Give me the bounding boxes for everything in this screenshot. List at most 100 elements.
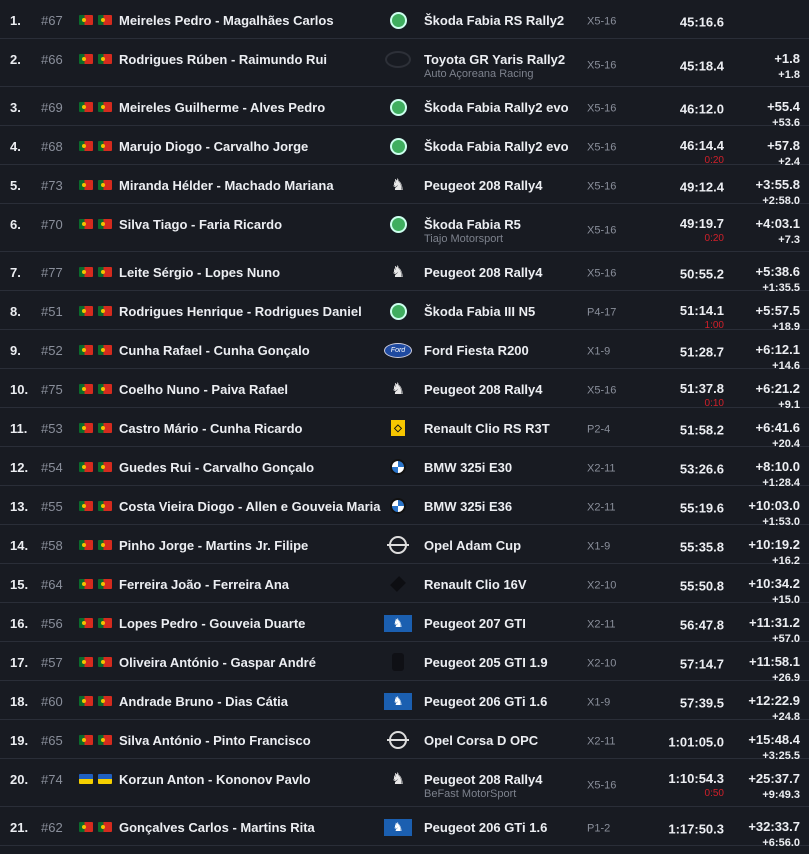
crew-names[interactable]: Meireles Pedro - Magalhães Carlos bbox=[119, 13, 334, 28]
car-model: Peugeot 208 Rally4 bbox=[424, 772, 543, 787]
crew-names[interactable]: Marujo Diogo - Carvalho Jorge bbox=[119, 139, 309, 154]
crew-names[interactable]: Rodrigues Rúben - Raimundo Rui bbox=[119, 52, 327, 67]
crew-names[interactable]: Lopes Pedro - Gouveia Duarte bbox=[119, 616, 306, 631]
position: 17. bbox=[10, 655, 29, 670]
position: 13. bbox=[10, 499, 29, 514]
result-row[interactable]: 21. #62 Gonçalves Carlos - Martins Rita ♞ Pe… bbox=[0, 807, 809, 849]
crew-names[interactable]: Rodrigues Henrique - Rodrigues Daniel bbox=[119, 304, 362, 319]
total-time: 57:14.7 bbox=[679, 656, 724, 672]
result-row[interactable]: 19. #65 Silva António - Pinto Francisco Ope… bbox=[0, 720, 809, 762]
crew-names[interactable]: Silva Tiago - Faria Ricardo bbox=[119, 217, 283, 232]
diff-to-leader: +12:22.9 bbox=[748, 693, 800, 708]
crew-names[interactable]: Ferreira João - Ferreira Ana bbox=[119, 577, 290, 592]
skoda-logo-icon bbox=[384, 10, 412, 30]
diff-to-leader: +55.4 bbox=[767, 99, 800, 114]
flags bbox=[79, 618, 112, 628]
class: X2-11 bbox=[587, 618, 616, 631]
result-row[interactable]: 20. #74 Korzun Anton - Kononov Pavlo ♞ Peuge… bbox=[0, 759, 809, 807]
car-number: #73 bbox=[41, 178, 63, 193]
portugal-flag-icon bbox=[79, 384, 93, 394]
peugeot-box-logo-icon: ♞ bbox=[384, 613, 412, 633]
gap-to-previous: +57.0 bbox=[772, 633, 800, 645]
flags bbox=[79, 180, 112, 190]
position: 9. bbox=[10, 343, 21, 358]
portugal-flag-icon bbox=[79, 345, 93, 355]
portugal-flag-icon bbox=[98, 141, 112, 151]
portugal-flag-icon bbox=[98, 462, 112, 472]
result-row[interactable]: 5. #73 Miranda Hélder - Machado Mariana ♞ Pe… bbox=[0, 165, 809, 207]
position: 16. bbox=[10, 616, 29, 631]
crew-names[interactable]: Miranda Hélder - Machado Mariana bbox=[119, 178, 334, 193]
result-row[interactable]: 17. #57 Oliveira António - Gaspar André Peu… bbox=[0, 642, 809, 684]
crew-names[interactable]: Costa Vieira Diogo - Allen e Gouveia Mar… bbox=[119, 499, 381, 514]
position: 12. bbox=[10, 460, 29, 475]
car-number: #67 bbox=[41, 13, 63, 28]
crew-names[interactable]: Gonçalves Carlos - Martins Rita bbox=[119, 820, 315, 835]
result-row[interactable]: 3. #69 Meireles Guilherme - Alves Pedro Ško… bbox=[0, 87, 809, 129]
class: X1-9 bbox=[587, 696, 611, 709]
result-row[interactable]: 10. #75 Coelho Nuno - Paiva Rafael ♞ Peugeot… bbox=[0, 369, 809, 411]
class: X5-16 bbox=[587, 180, 617, 193]
portugal-flag-icon bbox=[79, 423, 93, 433]
penalty: 0:20 bbox=[704, 233, 724, 244]
flags bbox=[79, 54, 112, 64]
gap-to-previous: +1:35.5 bbox=[762, 282, 800, 294]
result-row[interactable]: 14. #58 Pinho Jorge - Martins Jr. Filipe Op… bbox=[0, 525, 809, 567]
car-number: #58 bbox=[41, 538, 63, 553]
result-row[interactable]: 8. #51 Rodrigues Henrique - Rodrigues Dani… bbox=[0, 291, 809, 333]
result-row[interactable]: 18. #60 Andrade Bruno - Dias Cátia ♞ Peugeot… bbox=[0, 681, 809, 723]
portugal-flag-icon bbox=[98, 735, 112, 745]
class: X5-16 bbox=[587, 58, 617, 71]
class: X5-16 bbox=[587, 223, 617, 236]
car-number: #66 bbox=[41, 52, 63, 67]
result-row[interactable]: 13. #55 Costa Vieira Diogo - Allen e Gouve… bbox=[0, 486, 809, 528]
portugal-flag-icon bbox=[98, 15, 112, 25]
position: 19. bbox=[10, 733, 29, 748]
crew-names[interactable]: Silva António - Pinto Francisco bbox=[119, 733, 311, 748]
portugal-flag-icon bbox=[79, 618, 93, 628]
car-model: BMW 325i E36 bbox=[424, 499, 513, 514]
position: 8. bbox=[10, 304, 21, 319]
position: 1. bbox=[10, 13, 21, 28]
crew-names[interactable]: Oliveira António - Gaspar André bbox=[119, 655, 316, 670]
portugal-flag-icon bbox=[98, 540, 112, 550]
result-row[interactable]: 16. #56 Lopes Pedro - Gouveia Duarte ♞ Peuge… bbox=[0, 603, 809, 645]
result-row[interactable]: 15. #64 Ferreira João - Ferreira Ana Renaul… bbox=[0, 564, 809, 606]
crew-names[interactable]: Leite Sérgio - Lopes Nuno bbox=[119, 265, 281, 280]
crew-names[interactable]: Pinho Jorge - Martins Jr. Filipe bbox=[119, 538, 309, 553]
result-row[interactable]: 2. #66 Rodrigues Rúben - Raimundo Rui Toyot… bbox=[0, 39, 809, 87]
result-row[interactable]: 12. #54 Guedes Rui - Carvalho Gonçalo BMW 3… bbox=[0, 447, 809, 489]
opel-logo-icon bbox=[384, 730, 412, 750]
crew-names[interactable]: Castro Mário - Cunha Ricardo bbox=[119, 421, 303, 436]
total-time: 55:35.8 bbox=[679, 539, 724, 555]
total-time: 46:12.0 bbox=[679, 101, 724, 117]
crew-names[interactable]: Guedes Rui - Carvalho Gonçalo bbox=[119, 460, 315, 475]
total-time: 49:12.4 bbox=[679, 179, 724, 195]
diff-to-leader: +5:57.5 bbox=[755, 303, 800, 318]
penalty: 1:00 bbox=[704, 320, 724, 331]
crew-names[interactable]: Meireles Guilherme - Alves Pedro bbox=[119, 100, 326, 115]
result-row[interactable]: 9. #52 Cunha Rafael - Cunha Gonçalo Ford For… bbox=[0, 330, 809, 372]
result-row[interactable]: 7. #77 Leite Sérgio - Lopes Nuno ♞ Peugeot 2… bbox=[0, 252, 809, 294]
position: 21. bbox=[10, 820, 29, 835]
ukraine-flag-icon bbox=[98, 774, 112, 784]
crew-names[interactable]: Korzun Anton - Kononov Pavlo bbox=[119, 772, 311, 787]
portugal-flag-icon bbox=[79, 15, 93, 25]
class: P2-4 bbox=[587, 423, 611, 436]
diff-to-leader: +10:19.2 bbox=[748, 537, 800, 552]
crew-names[interactable]: Andrade Bruno - Dias Cátia bbox=[119, 694, 289, 709]
portugal-flag-icon bbox=[79, 735, 93, 745]
car-model: Renault Clio RS R3T bbox=[424, 421, 550, 436]
position: 15. bbox=[10, 577, 29, 592]
car-number: #65 bbox=[41, 733, 63, 748]
result-row[interactable]: 11. #53 Castro Mário - Cunha Ricardo ◇ Renau… bbox=[0, 408, 809, 450]
portugal-flag-icon bbox=[98, 657, 112, 667]
crew-names[interactable]: Cunha Rafael - Cunha Gonçalo bbox=[119, 343, 310, 358]
gap-to-previous: +2.4 bbox=[778, 156, 800, 168]
portugal-flag-icon bbox=[79, 579, 93, 589]
result-row[interactable]: 6. #70 Silva Tiago - Faria Ricardo Škoda Fa… bbox=[0, 204, 809, 252]
result-row[interactable]: 1. #67 Meireles Pedro - Magalhães Carlos Šk… bbox=[0, 0, 809, 39]
peugeot-box-logo-icon: ♞ bbox=[384, 691, 412, 711]
result-row[interactable]: 4. #68 Marujo Diogo - Carvalho Jorge Škoda … bbox=[0, 126, 809, 168]
crew-names[interactable]: Coelho Nuno - Paiva Rafael bbox=[119, 382, 289, 397]
